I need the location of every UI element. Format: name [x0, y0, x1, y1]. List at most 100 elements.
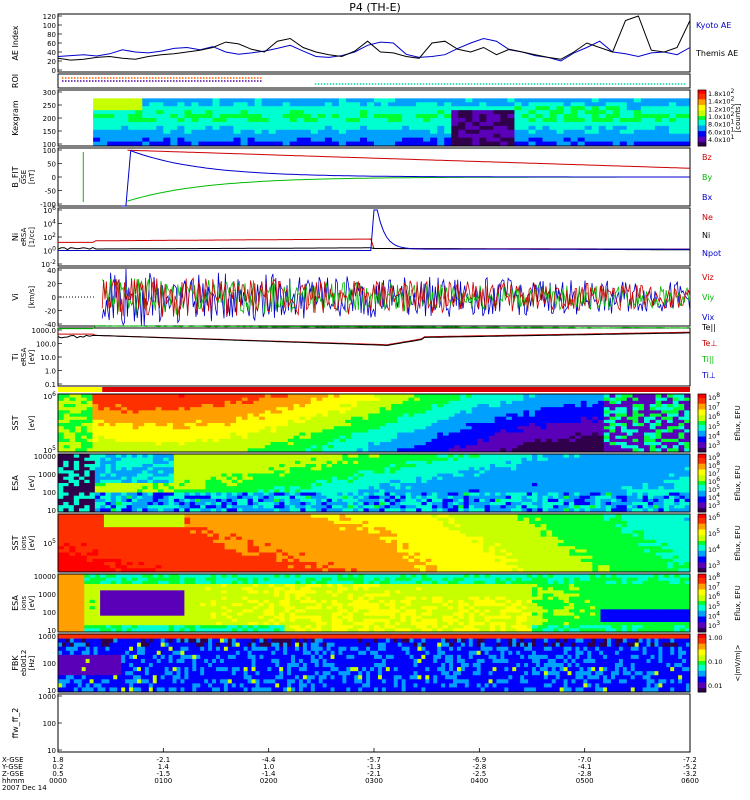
colorbar-tick-label: 1.2x102 — [708, 103, 734, 113]
xtick-label-hhmm: 0600 — [681, 777, 699, 785]
series-line-ne — [58, 238, 691, 250]
series-line-themis-ae — [57, 15, 691, 61]
ylabel-fbk: FBK — [11, 655, 20, 671]
spectrogram-kp — [93, 98, 691, 146]
colorbar-tick-label: 109 — [708, 452, 720, 462]
xtick-label-hhmm: 0100 — [154, 777, 172, 785]
xtick-label-y-gse: -5.2 — [683, 763, 697, 771]
ysublabel-fbk: eb0d12 — [20, 650, 28, 677]
ylabel-sst_e: SST — [11, 415, 20, 430]
ytick-label: -40 — [45, 321, 56, 329]
xaxis-row-label: Z-GSE — [2, 770, 24, 778]
ytick-label: 0 — [52, 174, 56, 182]
spectrogram-sst_i — [58, 514, 691, 572]
colorbar-tick-label: 108 — [708, 572, 720, 582]
xtick-label-z-gse: -2.1 — [367, 770, 381, 778]
xtick-label-z-gse: -3.2 — [683, 770, 697, 778]
xtick-label-hhmm: 0200 — [260, 777, 278, 785]
legend-te-ti: Te|| — [701, 323, 716, 332]
legend-viy: Viy — [702, 293, 715, 302]
colorbar-tick-label: 105 — [708, 528, 720, 538]
ytick-label: 200 — [43, 115, 56, 123]
ytick-label: 10-2 — [41, 259, 56, 269]
xtick-label-y-gse: 1.0 — [263, 763, 274, 771]
ytick-label: 80 — [47, 31, 56, 39]
ytick-label: 50 — [47, 161, 56, 169]
ysublabel-ni: eRSA — [20, 228, 28, 247]
ylabel-vi: Vi — [11, 293, 20, 301]
xtick-label-hhmm: 0400 — [470, 777, 488, 785]
series-line-bx — [121, 150, 690, 207]
colorbar-label: Eflux, EFU — [734, 525, 742, 560]
yunit-sst_e: [eV] — [28, 415, 36, 430]
ylabel-ti: Ti — [11, 354, 20, 362]
ytick-label: 100 — [43, 22, 56, 30]
yunit-sst_i: [eV] — [28, 535, 36, 550]
colorbar-tick-label: 4.0x101 — [708, 134, 734, 144]
legend-te-ti: Ti|| — [701, 355, 714, 364]
colorbar-tick-label: 104 — [708, 430, 720, 440]
colorbar-fbk — [697, 633, 707, 693]
legend-vix: Vix — [702, 313, 715, 322]
xtick-label-z-gse: -1.4 — [262, 770, 276, 778]
ytick-label: 150 — [43, 128, 56, 136]
panel-frame-ffw — [57, 693, 691, 753]
colorbar-tick-label: 105 — [708, 484, 720, 494]
series-line-kyoto-ae — [57, 37, 691, 62]
colorbar-tick-label: 1.0x102 — [708, 111, 734, 121]
colorbar-label: [counts] — [734, 103, 742, 132]
legend-bz: Bz — [702, 153, 712, 162]
ytick-label: 10 — [47, 687, 56, 695]
colorbar-tick-label: 6.0x101 — [708, 126, 734, 136]
panel-frame-ni — [57, 207, 691, 267]
ytick-label: 120 — [43, 13, 56, 21]
colorbar-tick-label: 107 — [708, 582, 720, 592]
panel-frame-roi — [57, 73, 691, 89]
legend-te-ti: Ti⊥ — [701, 371, 716, 380]
series-line-te-par — [57, 332, 690, 347]
ytick-label: 10000 — [34, 453, 56, 461]
colorbar-tick-label: 0.01 — [708, 682, 722, 690]
xtick-label-y-gse: -4.1 — [578, 763, 592, 771]
xaxis-row-label: hhmm — [2, 777, 25, 785]
status-bar-red — [102, 387, 691, 392]
ylabel-esa_i: ESA — [11, 595, 20, 611]
ytick-label: 1000.0 — [32, 327, 57, 335]
colorbar-tick-label: 103 — [708, 560, 720, 570]
xtick-label-y-gse: -2.8 — [472, 763, 486, 771]
ytick-label: 1000 — [38, 471, 56, 479]
xaxis-row-label: Y-GSE — [1, 763, 23, 771]
colorbar-tick-label: 106 — [708, 411, 720, 421]
colorbar-label: Eflux, EFU — [734, 405, 742, 440]
xtick-label-z-gse: -2.8 — [578, 770, 592, 778]
ylabel-esa_e: ESA — [11, 475, 20, 491]
ytick-label: 106 — [43, 205, 56, 215]
legend-bx: Bx — [702, 193, 712, 202]
ylabel-roi: ROI — [11, 74, 20, 88]
ytick-label: 100 — [43, 489, 56, 497]
colorbar-sst_i — [697, 513, 707, 573]
xtick-label-y-gse: -1.3 — [367, 763, 381, 771]
ylabel-sst_i: SST — [11, 535, 20, 550]
yunit-ti: [eV] — [28, 349, 36, 364]
series-line-vix — [101, 268, 691, 327]
series-line-by — [127, 176, 690, 202]
xtick-label-z-gse: 0.5 — [52, 770, 63, 778]
ylabel-ni: Ni — [11, 233, 20, 241]
legend-viz: Viz — [702, 273, 714, 282]
colorbar-tick-label: 8.0x101 — [708, 119, 734, 129]
ytick-label: 0 — [52, 294, 56, 302]
xtick-label-z-gse: -1.5 — [156, 770, 170, 778]
xtick-label-x-gse: -2.1 — [156, 756, 170, 764]
colorbar-esa_i — [697, 573, 707, 633]
xtick-label-z-gse: -2.5 — [472, 770, 486, 778]
ytick-label: 105 — [43, 445, 56, 455]
ytick-label: 100 — [43, 609, 56, 617]
spectrogram-esa_e — [58, 454, 691, 512]
colorbar-label: <|mV/m|> — [734, 644, 742, 681]
colorbar-tick-label: 105 — [708, 601, 720, 611]
ytick-label: 0.1 — [45, 381, 56, 389]
colorbar-tick-label: 106 — [708, 476, 720, 486]
colorbar-tick-label: 104 — [708, 610, 720, 620]
status-bar-yellow — [58, 387, 103, 392]
